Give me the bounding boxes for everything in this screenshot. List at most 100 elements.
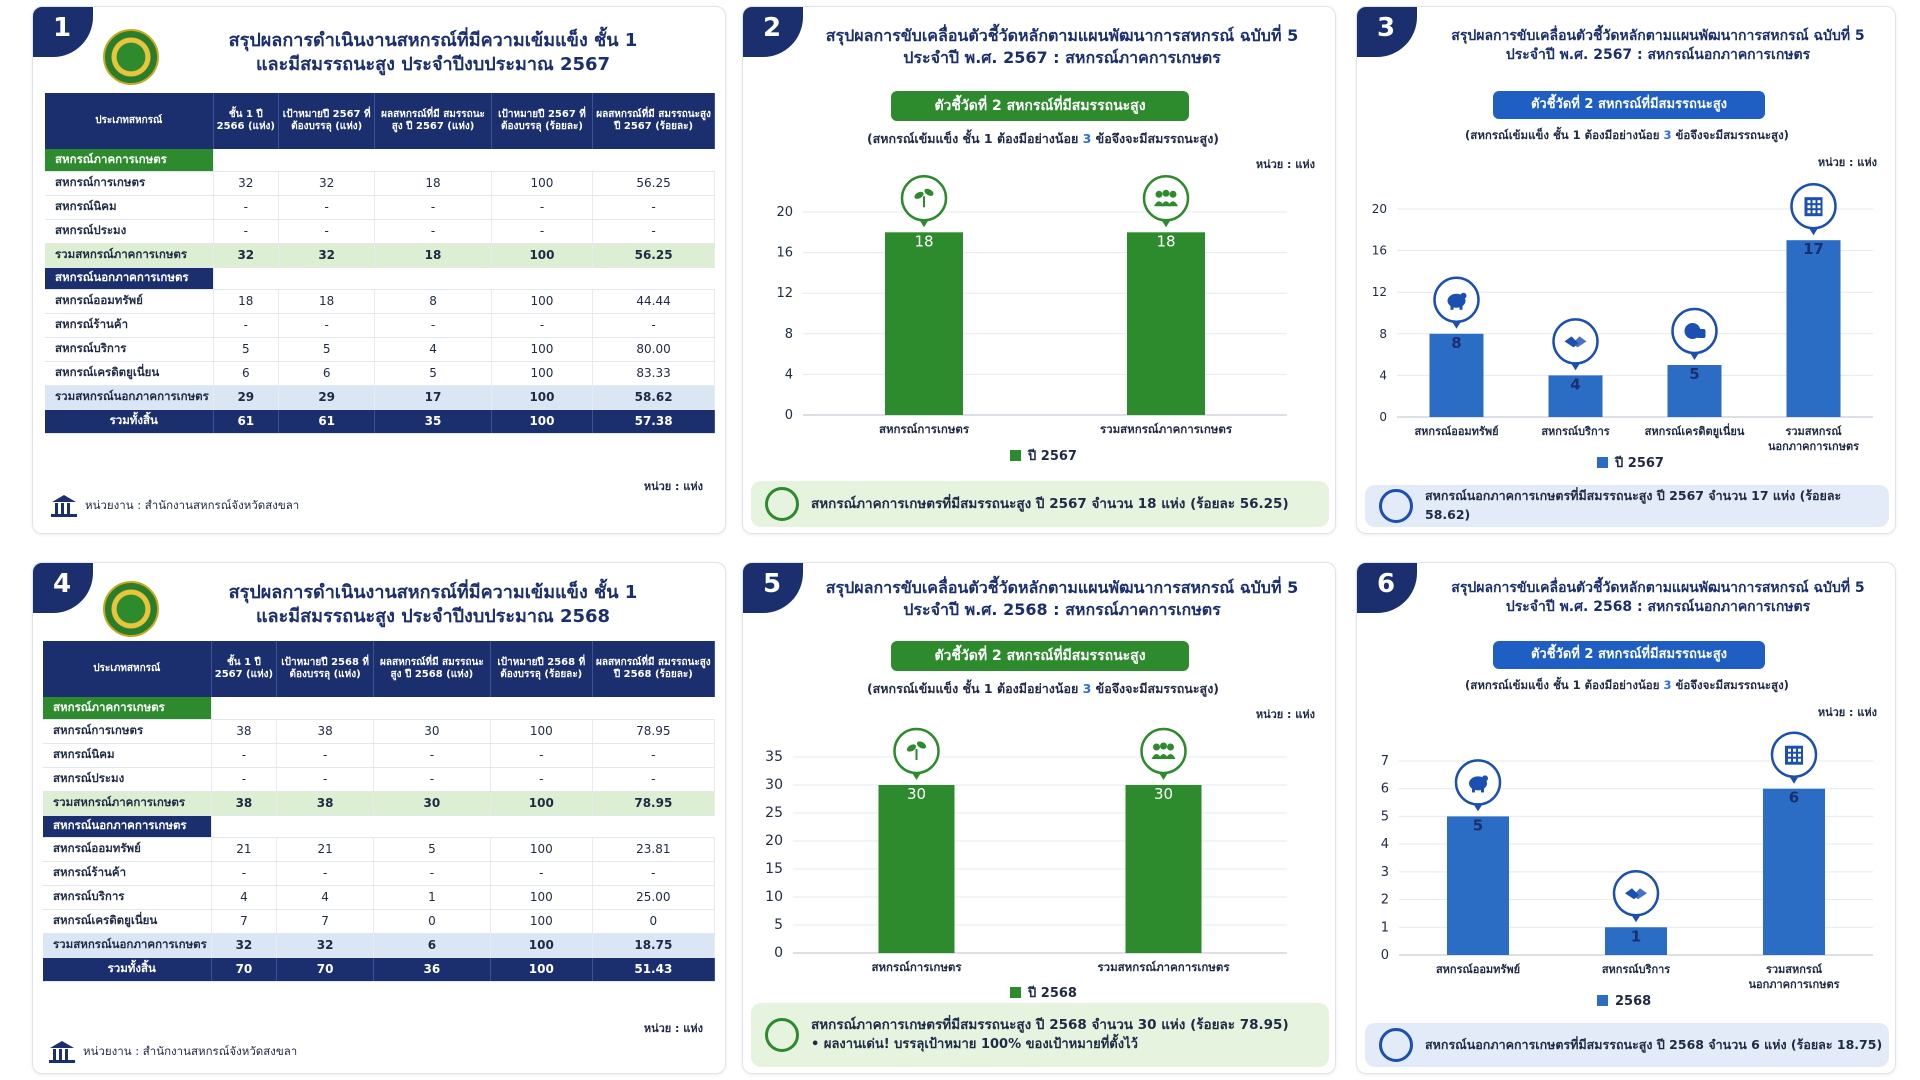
bar [1786,240,1841,417]
y-tick-label: 4 [1379,368,1387,382]
cell-value: 4 [276,885,374,910]
panel-number: 2 [743,7,803,57]
cell-value: 61 [213,409,280,434]
row-label: รวมสหกรณ์นอกภาคการเกษตร [45,385,214,410]
cell-value: 18.75 [592,933,716,958]
cell-value: 36 [373,957,491,982]
x-category-label: สหกรณ์ออมทรัพย์ [1436,963,1520,976]
cell-value: - [213,219,280,244]
column-header: ผลสหกรณ์ที่มี สมรรถนะสูง ปี 2567 (ร้อยละ… [592,93,715,149]
cell-value: - [491,313,594,338]
x-category-label: สหกรณ์บริการ [1541,425,1609,438]
panel-number: 1 [33,7,93,57]
cell-value: 56.25 [592,171,715,196]
building-icon [1790,182,1837,236]
cell-value: 38 [276,791,374,816]
y-tick-label: 15 [765,861,783,877]
footer-text: สหกรณ์ภาคการเกษตรที่มีสมรรถนะสูง ปี 2567… [811,495,1289,512]
cell-value: 6 [373,933,491,958]
cell-value: 32 [278,243,376,268]
total-row: รวมทั้งสิ้น 61 61 35 100 57.38 [45,409,715,434]
table-row: สหกรณ์ร้านค้า - - - - - [45,313,715,338]
agency-text: หน่วยงาน : สำนักงานสหกรณ์จังหวัดสงขลา [83,1044,298,1058]
section-label: สหกรณ์นอกภาคการเกษตร [43,815,212,838]
data-label: 18 [914,232,933,250]
y-tick-label: 4 [785,367,793,382]
data-label: 30 [1154,785,1173,803]
note-text-a: (สหกรณ์เข้มแข็ง ชั้น 1 ต้องมีอย่างน้อย [1465,678,1664,692]
cell-value: 18 [278,289,376,314]
row-label: สหกรณ์ประมง [45,219,214,244]
unit-label: หน่วย : แห่ง [643,480,703,493]
cell-value: 17 [374,385,492,410]
row-label: สหกรณ์ร้านค้า [45,313,214,338]
cell-value: - [211,743,278,768]
title-line-2: และมีสมรรถนะสูง ประจำปีงบประมาณ 2568 [255,606,611,628]
table-header-row: ประเภทสหกรณ์ ชั้น 1 ปี 2566 (แห่ง) เป้าหมา… [45,93,715,149]
cell-value: 100 [491,337,594,362]
panel-number: 6 [1357,563,1417,613]
building-icon [1770,731,1818,784]
cell-value: 70 [276,957,374,982]
table-row: สหกรณ์การเกษตร 32 32 18 100 56.25 [45,171,715,196]
y-tick-label: 8 [1379,327,1387,341]
bar [1127,232,1205,415]
cell-value: 57.38 [592,409,715,434]
y-tick-label: 16 [1372,244,1387,258]
unit-label: หน่วย : แห่ง [1817,706,1877,719]
title-line-1: สรุปผลการขับเคลื่อนตัวชี้วัดหลักตามแผนพั… [1451,28,1865,44]
cell-value: 38 [276,719,374,744]
table-header-row: ประเภทสหกรณ์ ชั้น 1 ปี 2567 (แห่ง) เป้าหมา… [43,641,716,697]
title-line-2: ประจำปี พ.ศ. 2568 : สหกรณ์นอกภาคการเกษตร [1505,598,1811,615]
subtotal-row: รวมสหกรณ์นอกภาคการเกษตร 32 32 6 100 18.75 [43,933,716,958]
row-label: รวมสหกรณ์ภาคการเกษตร [45,243,214,268]
legend-swatch [1597,995,1608,1006]
x-category-label: รวมสหกรณ์ภาคการเกษตร [1100,422,1233,436]
table-row: สหกรณ์ออมทรัพย์ 18 18 8 100 44.44 [45,289,715,314]
legend-label: ปี 2568 [1027,985,1077,1001]
note-text-a: (สหกรณ์เข้มแข็ง ชั้น 1 ต้องมีอย่างน้อย [866,681,1083,696]
cell-value: 58.62 [592,385,715,410]
table-row: สหกรณ์นิคม - - - - - [45,195,715,220]
cell-value: 100 [491,409,594,434]
cell-value: 32 [276,933,374,958]
cell-value: 30 [373,791,491,816]
row-label: สหกรณ์การเกษตร [45,171,214,196]
cell-value: - [491,219,594,244]
cell-value: 100 [490,837,593,862]
cell-value: 100 [491,385,594,410]
note-text-b: ข้อจึงจะมีสมรรถนะสูง) [1091,131,1220,146]
subtotal-row: รวมสหกรณ์นอกภาคการเกษตร 29 29 17 100 58.62 [45,385,715,410]
bar-chart: 0 1 2 3 4 5 6 7 5 สหกรณ์ออมทรัพย์ 1 สหกรณ์บริการ 6 รว… [1381,731,1873,1009]
y-tick-label: 2 [1381,893,1389,908]
x-category-label: สหกรณ์เครดิตยูเนี่ยน [1645,423,1745,439]
cell-value: 35 [374,409,492,434]
cell-value: 7 [211,909,278,934]
title-line-2: ประจำปี พ.ศ. 2568 : สหกรณ์ภาคการเกษตร [903,599,1221,619]
y-tick-label: 5 [774,917,783,933]
cell-value: 80.00 [592,337,715,362]
cell-value: 7 [276,909,374,934]
y-tick-label: 12 [776,286,793,301]
table-row: สหกรณ์บริการ 4 4 1 100 25.00 [43,885,716,910]
summary-footer: สหกรณ์ภาคการเกษตรที่มีสมรรถนะสูง ปี 2568… [751,1003,1329,1067]
cell-value: - [211,767,278,792]
section-label: สหกรณ์นอกภาคการเกษตร [45,267,214,290]
column-header: เป้าหมายปี 2567 ที่ต้องบรรลุ (แห่ง) [278,93,376,149]
handshake-icon [1612,870,1660,923]
cell-value: - [373,767,491,792]
note-highlight: 3 [1663,678,1672,692]
cell-value: 30 [373,719,491,744]
column-header: เป้าหมายปี 2568 ที่ต้องบรรลุ (แห่ง) [276,641,374,697]
indicator-note: (สหกรณ์เข้มแข็ง ชั้น 1 ต้องมีอย่างน้อย 3… [1367,127,1887,145]
row-label: สหกรณ์นิคม [45,195,214,220]
cell-value: - [592,219,715,244]
row-label: สหกรณ์ประมง [43,767,212,792]
section-label: สหกรณ์ภาคการเกษตร [45,149,214,172]
piggy-bank-icon [1454,759,1502,812]
cooperative-seal-logo [103,581,159,637]
cell-value: 51.43 [592,957,716,982]
row-label: รวมทั้งสิ้น [45,409,214,434]
cell-value: 100 [490,719,593,744]
panel-4: 4 สรุปผลการดำเนินงานสหกรณ์ที่มีความเข้มแ… [32,562,726,1074]
